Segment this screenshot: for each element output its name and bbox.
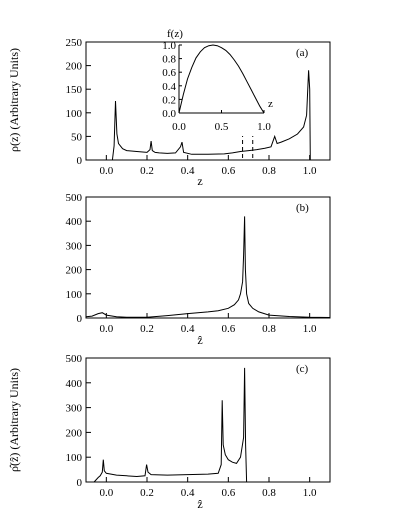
x-tick-label: 1.0: [303, 165, 317, 177]
x-tick-label: 0.8: [262, 487, 276, 499]
x-tick-label: 0.0: [99, 487, 113, 499]
x-tick-label: 0.2: [140, 323, 154, 335]
x-tick-label: 0.8: [262, 165, 276, 177]
x-tick-label: 0.4: [181, 323, 195, 335]
y-tick-label: 400: [66, 378, 83, 390]
panel-b-frame: [85, 196, 331, 319]
inset-x-tick-label: 0.0: [172, 121, 186, 133]
x-tick-label: 0.2: [140, 487, 154, 499]
panel-b-series-line: [85, 216, 331, 318]
panel-a-series-line: [86, 70, 330, 161]
panel-c-series-line: [86, 367, 330, 483]
panel-c-label: (c): [296, 363, 309, 375]
panel-b-xlabel: ẑ: [197, 333, 202, 347]
x-tick-label: 0.6: [221, 323, 235, 335]
x-tick-label: 0.4: [181, 487, 195, 499]
x-tick-label: 1.0: [303, 487, 317, 499]
x-tick-label: 0.6: [221, 487, 235, 499]
x-tick-label: 0.8: [262, 323, 276, 335]
panel-b-label: (b): [296, 202, 309, 214]
panel-c-xlabel: ẑ: [197, 497, 202, 511]
x-tick-label: 0.2: [140, 165, 154, 177]
inset-x-tick-label: 0.5: [215, 121, 229, 133]
inset-x-tick-label: 1.0: [257, 121, 271, 133]
panels: 0.0 0.2 0.4 0.6 0.8 1.0050100150200250z(a)0.0…: [66, 28, 331, 511]
panel-c: 0.0 0.2 0.4 0.6 0.8 1.0 0 100 200 300 400 500 ẑ (c): [66, 353, 331, 511]
y-tick-label: 150: [66, 84, 83, 96]
panel-a-xlabel: z: [197, 174, 202, 188]
inset-y-tick-label: 0.4: [162, 81, 176, 93]
inset-xlabel: z: [268, 98, 273, 110]
y-tick-label: 0: [77, 313, 83, 325]
y-tick-label: 500: [66, 353, 83, 365]
y-tick-label: 250: [66, 37, 83, 49]
y-tick-label: 0: [77, 477, 83, 489]
inset-series-line: [178, 44, 265, 114]
y-tick-label: 500: [66, 192, 83, 204]
panel-a-ylabel: ρ(z) (Arbitrary Units): [7, 48, 21, 152]
inset-plot: 0.0 0.5 1.00.00.20.40.60.81.0f(z)z: [162, 28, 273, 133]
inset-y-tick-label: 0.0: [162, 108, 176, 120]
inset-y-tick-label: 0.8: [162, 54, 176, 66]
panel-a: 0.0 0.2 0.4 0.6 0.8 1.0050100150200250z(a)0.0…: [66, 28, 331, 188]
y-tick-label: 50: [71, 131, 83, 143]
panel-a-frame: [85, 41, 331, 161]
y-tick-label: 100: [66, 289, 83, 301]
panel-c-frame: [85, 357, 331, 483]
y-tick-label: 200: [66, 427, 83, 439]
x-tick-label: 0.6: [221, 165, 235, 177]
inset-ylabel: f(z): [167, 28, 183, 40]
panel-b: 0.0 0.2 0.4 0.6 0.8 1.0 0 100 200 300 400 500 ẑ (b): [66, 192, 331, 347]
inset-y-tick-label: 0.6: [162, 67, 176, 79]
inset-y-tick-label: 1.0: [162, 40, 176, 52]
y-tick-label: 400: [66, 216, 83, 228]
x-tick-label: 1.0: [303, 323, 317, 335]
y-tick-label: 300: [66, 403, 83, 415]
y-tick-label: 0: [77, 155, 83, 167]
y-tick-label: 100: [66, 108, 83, 120]
panel-a-label: (a): [296, 47, 309, 59]
y-tick-label: 200: [66, 61, 83, 73]
y-tick-label: 100: [66, 452, 83, 464]
y-tick-label: 300: [66, 240, 83, 252]
x-tick-label: 0.4: [181, 165, 195, 177]
x-tick-label: 0.0: [99, 165, 113, 177]
panel-c-ylabel: ρ̂(ẑ) (Arbitrary Units): [7, 368, 21, 472]
y-tick-label: 200: [66, 265, 83, 277]
inset-y-tick-label: 0.2: [162, 94, 176, 106]
x-tick-label: 0.0: [99, 323, 113, 335]
